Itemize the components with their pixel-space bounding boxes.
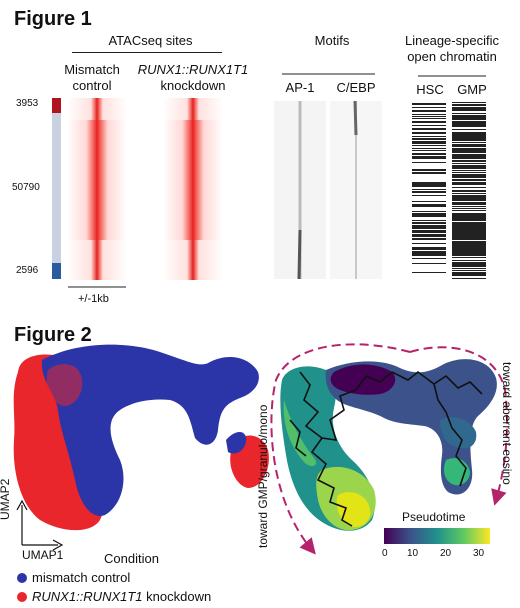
legend-label-knockdown-text: knockdown (142, 589, 212, 604)
cluster-bar-mid (52, 113, 61, 263)
lineage-hsc-heatmap (412, 101, 446, 279)
legend-dot-control (17, 573, 27, 583)
pseudotime-tick-0: 0 (382, 548, 388, 559)
legend-label-knockdown-gene: RUNX1::RUNX1T1 (32, 589, 143, 604)
legend-label-control: mismatch control (32, 570, 131, 585)
umap1-label: UMAP1 (22, 548, 64, 562)
row-count-bottom: 2596 (16, 265, 39, 276)
row-count-top: 3953 (16, 98, 39, 109)
motif-ap1-heatmap (274, 101, 326, 280)
atac-header-rule (72, 52, 222, 53)
legend-dot-knockdown (17, 592, 27, 602)
atac-heatmap-knockdown (163, 98, 223, 280)
atac-col1-label: Mismatch control (64, 62, 120, 93)
lineage-header-line1: Lineage-specific (405, 33, 499, 48)
pseudotime-tick-10: 10 (407, 548, 419, 559)
motifs-header: Motifs (314, 33, 350, 48)
pseudotime-arrows (270, 343, 508, 555)
cluster-bar-top (52, 98, 61, 113)
atac-header: ATACseq sites (108, 33, 193, 48)
pseudotime-title: Pseudotime (402, 510, 466, 524)
umap-condition-scatter (13, 344, 269, 531)
row-count-mid: 50790 (12, 182, 40, 193)
figure1-title: Figure 1 (14, 8, 92, 30)
umap-axes (16, 499, 64, 551)
motif-ap1-label: AP-1 (285, 80, 315, 95)
legend-label-knockdown: RUNX1::RUNX1T1 knockdown (32, 589, 211, 604)
scale-label: +/-1kb (78, 293, 109, 305)
atac-heatmap-control (67, 98, 127, 280)
umap2-label: UMAP2 (0, 478, 12, 520)
annot-right: toward aberrant eosino (500, 362, 514, 485)
pseudotime-tick-20: 20 (440, 548, 452, 559)
pseudotime-tick-30: 30 (473, 548, 485, 559)
lineage-gmp-heatmap (452, 101, 486, 279)
cluster-bar-bottom (52, 263, 61, 279)
pseudotime-colorbar (384, 528, 490, 544)
lineage-gmp-label: GMP (457, 82, 487, 97)
annot-left: toward GMP/granulo/mono (256, 404, 270, 548)
motif-cebp-heatmap (330, 100, 382, 279)
atac-col2-label-line1: RUNX1::RUNX1T1 (137, 62, 249, 77)
condition-label: Condition (104, 551, 159, 566)
umap-pseudotime-scatter (280, 359, 497, 531)
motif-cebp-label: C/EBP (336, 80, 376, 95)
figure2-title: Figure 2 (14, 324, 92, 346)
lineage-hsc-label: HSC (416, 82, 444, 97)
atac-col2-label-line2: knockdown (160, 78, 226, 93)
lineage-header-line2: open chromatin (407, 49, 497, 64)
